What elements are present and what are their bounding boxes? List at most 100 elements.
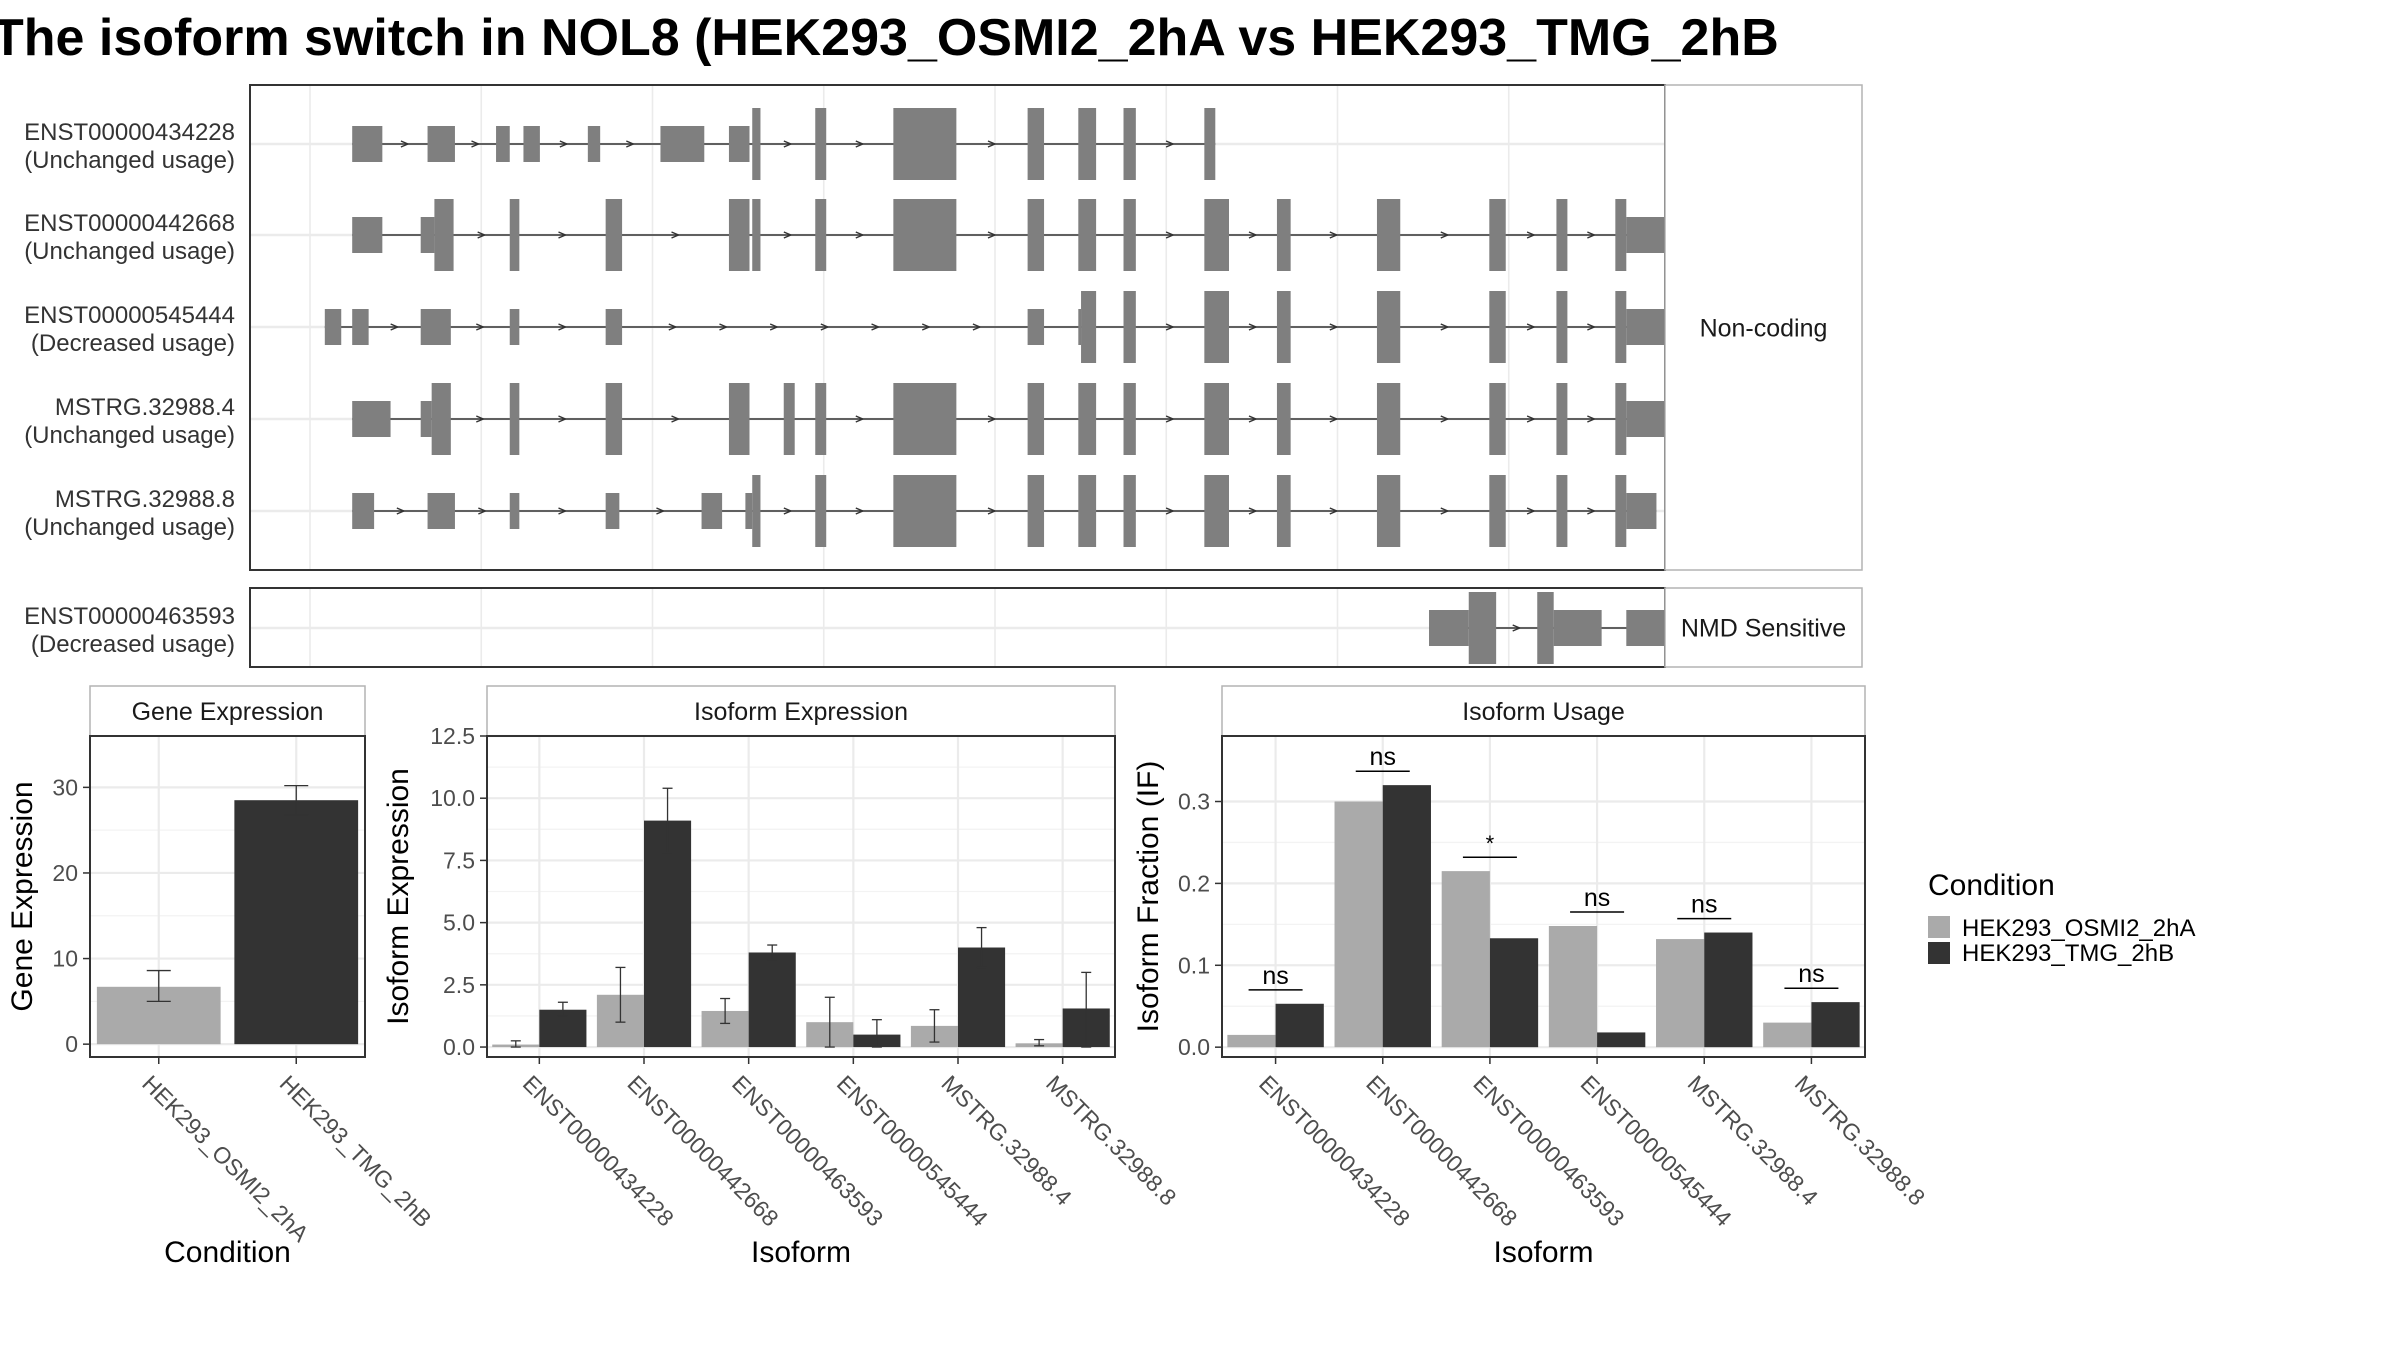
exon-block [1078,309,1082,345]
exon-block [352,401,391,437]
exon-block [1489,291,1506,363]
exon-block [1027,309,1045,345]
strand-arrow [671,415,681,423]
strand-arrow [1587,507,1597,515]
exon-block [1468,592,1497,664]
isoform-row-MSTRG.32988.8: MSTRG.32988.8(Unchanged usage) [24,475,1657,547]
exon-block [1537,592,1554,664]
strand-arrow [626,140,636,148]
isoform-expression-chart: Isoform Expression0.02.55.07.510.012.5EN… [382,685,1182,1269]
isoform-id-label: ENST00000442668 [24,210,235,237]
strand-arrow [769,323,779,331]
y-tick-label: 0.2 [1178,870,1210,896]
isoform-id-label: ENST00000434228 [24,119,235,146]
strand-arrow [987,415,997,423]
exon-block [1027,475,1045,547]
exon-block [1123,291,1136,363]
strand-arrow [1329,415,1339,423]
strand-arrow [1165,507,1175,515]
exon-block [1615,475,1627,547]
isoform-row-ENST00000434228: ENST00000434228(Unchanged usage) [24,108,1216,180]
exon-block [1027,108,1045,180]
strand-arrow [671,231,681,239]
chart-title-strip [486,685,1116,737]
y-tick-label: 0.0 [1178,1034,1210,1060]
exon-block [420,401,432,437]
isoform-row-MSTRG.32988.4: MSTRG.32988.4(Unchanged usage) [24,383,1673,455]
exon-block [815,383,827,455]
significance-label: ns [1370,743,1396,771]
chart-title: Isoform Expression [694,698,908,726]
significance-label: ns [1584,884,1610,912]
bar-HEK293_OSMI2_2hA-MSTRG.32988.8 [1763,1022,1812,1048]
exon-block [1489,383,1506,455]
strand-arrow [477,231,487,239]
strand-arrow [668,323,678,331]
legend-label-a: HEK293_OSMI2_2hA [1962,915,2195,942]
strand-arrow [1587,231,1597,239]
strand-arrow [390,323,400,331]
strand-arrow [1248,231,1258,239]
strand-arrow [558,231,568,239]
strand-arrow [855,415,865,423]
exon-block [420,309,451,345]
legend: Condition HEK293_OSMI2_2hA HEK293_TMG_2h… [1928,869,2195,967]
y-tick-label: 5.0 [443,910,475,936]
chart-panel-border [486,735,1116,1058]
y-tick-label: 0 [65,1031,78,1057]
exon-block [1489,199,1506,271]
exon-block [523,126,540,162]
exon-block [1556,475,1568,547]
exon-block [434,199,454,271]
strand-arrow [558,507,568,515]
strand-arrow [1165,323,1175,331]
exon-block [1204,383,1229,455]
exon-block [1204,108,1216,180]
isoform-row-ENST00000463593: ENST00000463593(Decreased usage) [24,592,1673,664]
isoform-id-label: ENST00000545444 [24,302,235,329]
exon-block [1376,475,1401,547]
exon-block [324,309,342,345]
exon-block [1615,291,1627,363]
exon-block [893,475,957,547]
exon-block [1123,199,1136,271]
bar-HEK293_OSMI2_2hA-ENST00000463593 [1441,871,1490,1048]
isoform-id-label: MSTRG.32988.8 [55,486,235,513]
exon-block [1615,199,1627,271]
y-tick-label: 0.0 [443,1034,475,1060]
strand-arrow [1526,323,1536,331]
exon-block [1376,291,1401,363]
strand-arrow [871,323,881,331]
strand-arrow [558,415,568,423]
exon-block [1204,199,1229,271]
transcript-structure-panel: ENST00000434228(Unchanged usage)ENST0000… [24,84,1863,668]
exon-block [1204,475,1229,547]
x-axis-title: Isoform [1493,1236,1593,1269]
strand-arrow [855,507,865,515]
exon-block [1123,108,1136,180]
strand-arrow [1329,231,1339,239]
isoform-id-label: ENST00000463593 [24,603,235,630]
exon-block [660,126,705,162]
strand-arrow [987,507,997,515]
exon-block [1276,383,1291,455]
strand-arrow [1329,507,1339,515]
strand-arrow [783,507,793,515]
strand-arrow [476,415,486,423]
exon-block [1376,199,1401,271]
strand-arrow [1248,323,1258,331]
exon-block [1276,475,1291,547]
exon-block [605,493,620,529]
y-tick-label: 7.5 [443,847,475,873]
exon-block [815,108,827,180]
exon-block [1123,383,1136,455]
strand-arrow [855,140,865,148]
exon-block [1626,493,1657,529]
bar-HEK293_TMG_2hB-ENST00000442668 [1382,785,1431,1048]
strand-arrow [471,140,481,148]
strand-arrow [987,231,997,239]
exon-block [420,217,435,253]
legend-swatch-a [1928,916,1950,938]
